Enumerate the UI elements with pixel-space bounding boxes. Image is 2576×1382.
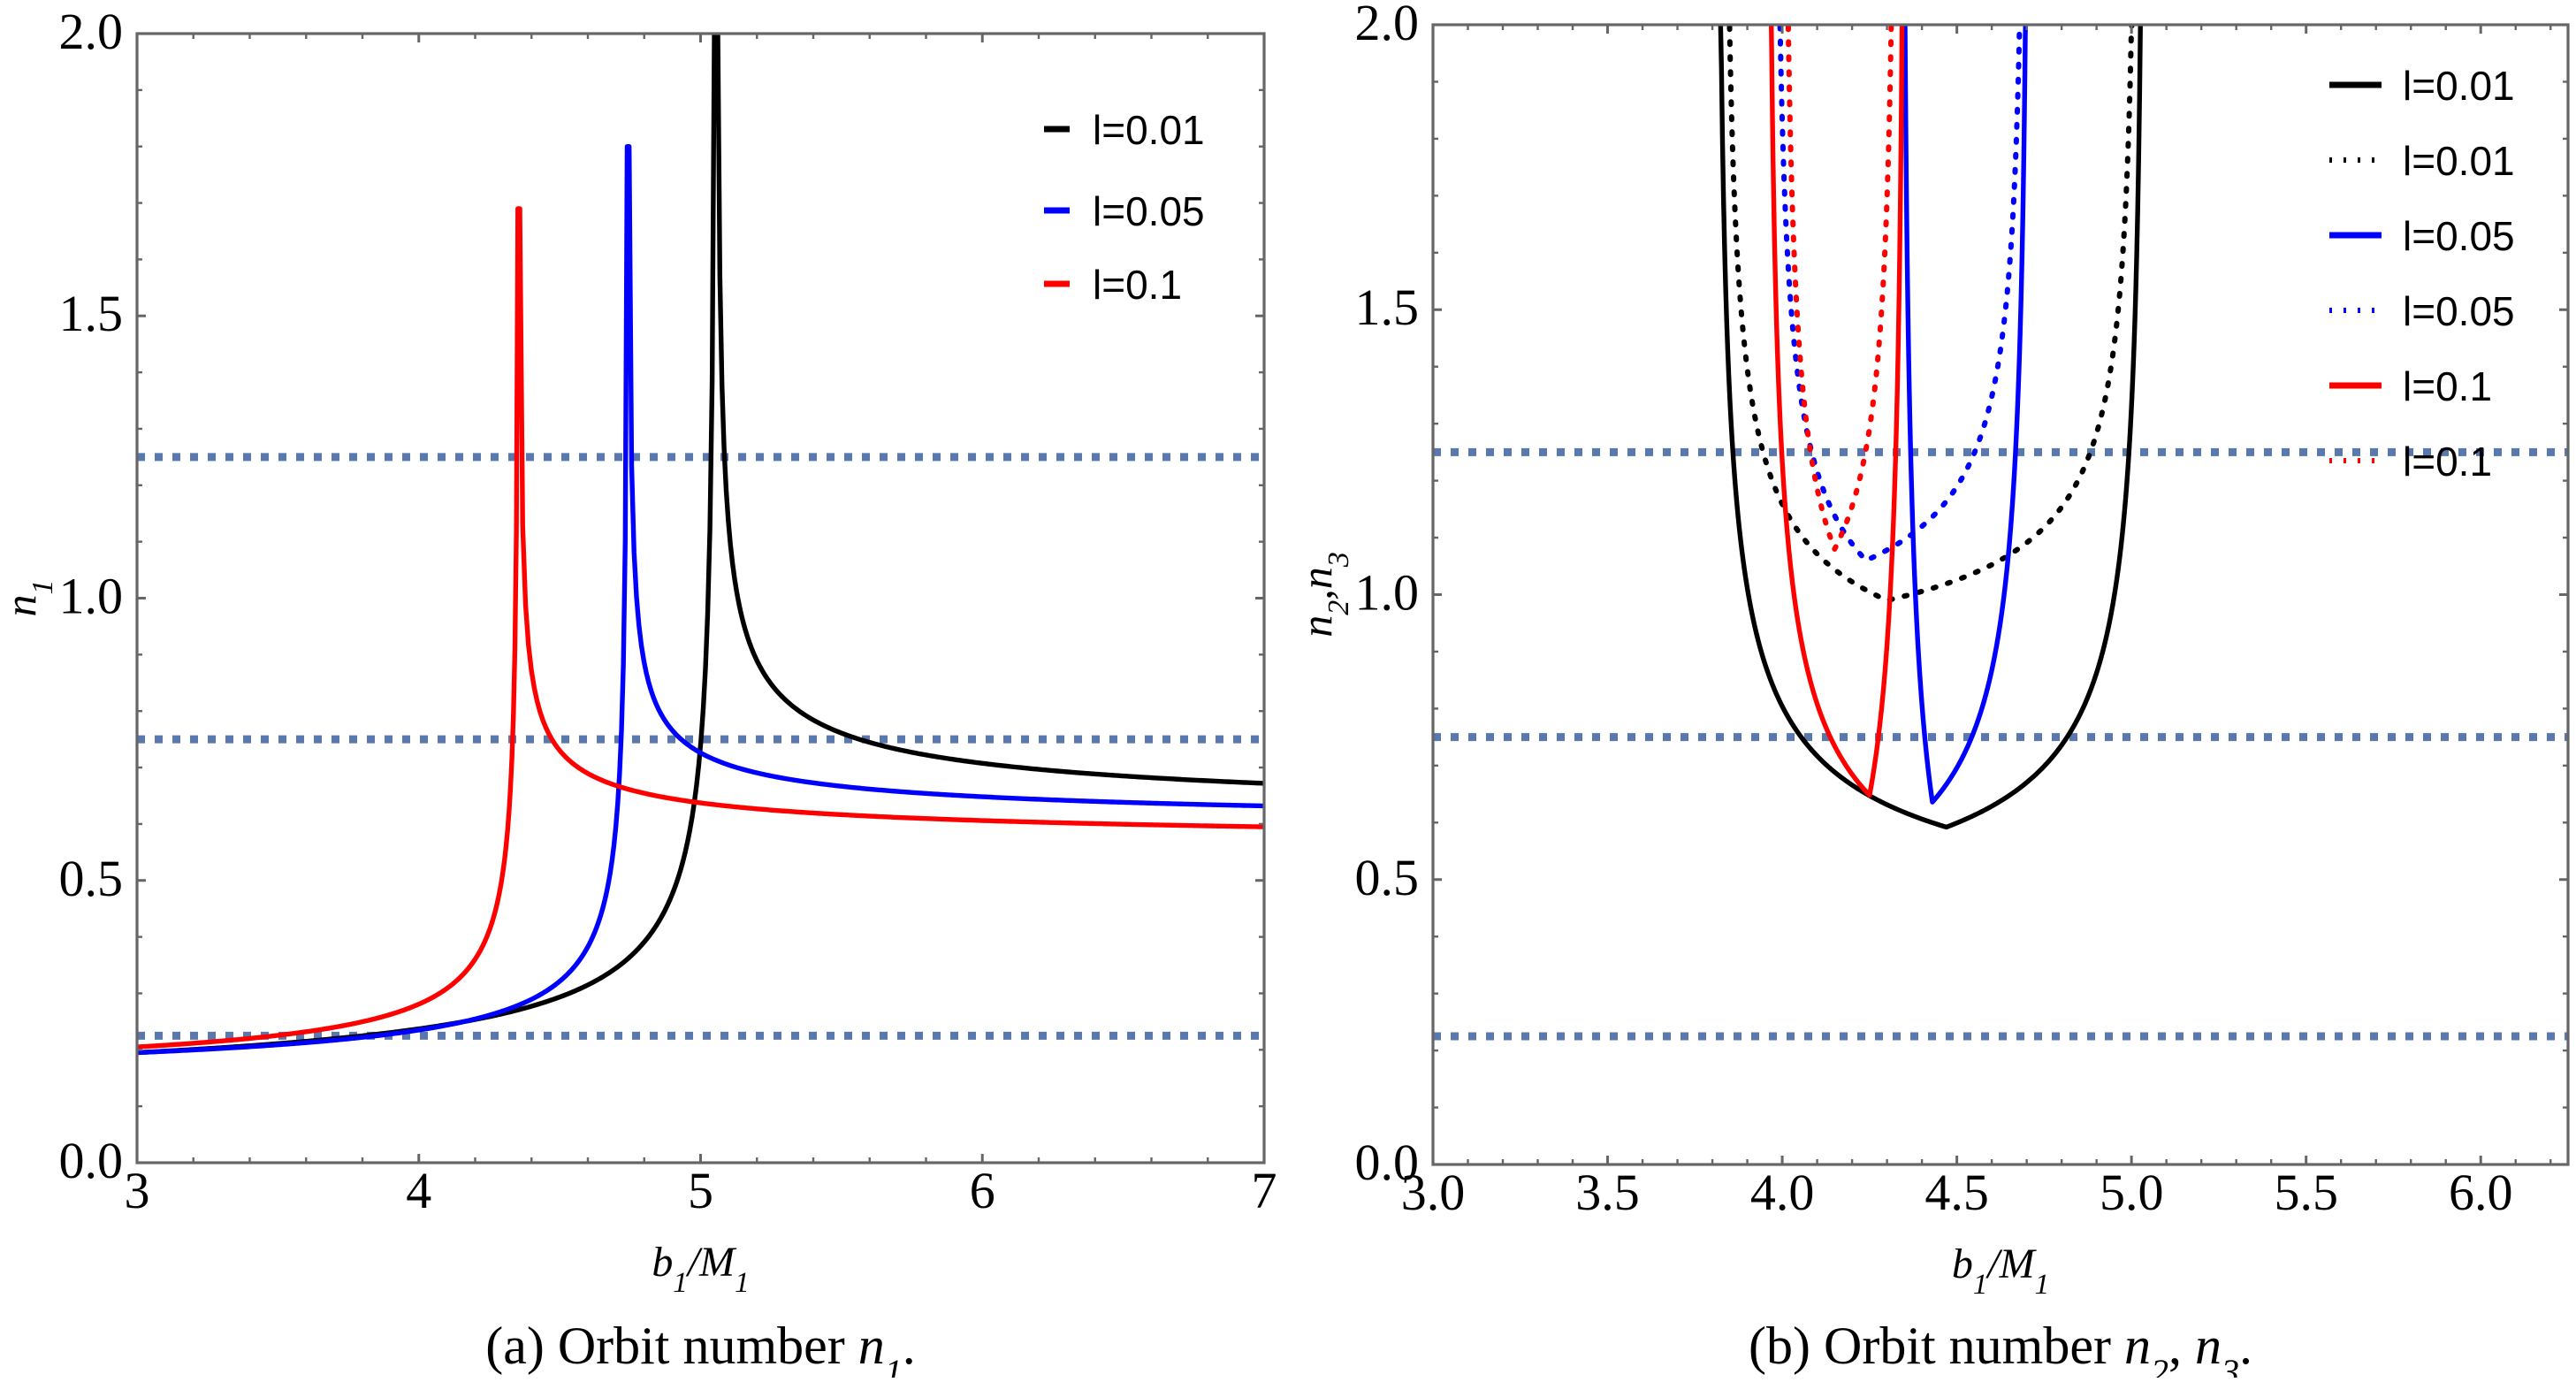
svg-text:l=0.05: l=0.05 [1093, 188, 1205, 234]
svg-text:2.0: 2.0 [59, 3, 124, 60]
svg-text:5.5: 5.5 [2274, 1164, 2338, 1221]
svg-text:(b) Orbit number n2, n3.: (b) Orbit number n2, n3. [1749, 1317, 2252, 1378]
svg-text:6.0: 6.0 [2449, 1164, 2513, 1221]
svg-text:(a) Orbit number n1.: (a) Orbit number n1. [485, 1317, 916, 1378]
svg-text:4.5: 4.5 [1924, 1164, 1989, 1221]
svg-text:6: 6 [970, 1162, 995, 1219]
svg-text:3.0: 3.0 [1401, 1164, 1466, 1221]
svg-text:0.5: 0.5 [1355, 849, 1420, 906]
svg-text:1.0: 1.0 [59, 568, 124, 625]
svg-text:l=0.01: l=0.01 [1093, 107, 1205, 153]
svg-text:1.0: 1.0 [1355, 564, 1420, 622]
svg-text:l=0.05: l=0.05 [2403, 213, 2515, 259]
svg-text:5.0: 5.0 [2100, 1164, 2164, 1221]
svg-text:l=0.1: l=0.1 [2403, 363, 2492, 409]
svg-text:l=0.05: l=0.05 [2403, 288, 2515, 334]
svg-text:2.0: 2.0 [1355, 0, 1420, 51]
svg-text:7: 7 [1252, 1162, 1277, 1219]
svg-text:l=0.1: l=0.1 [1093, 262, 1182, 308]
svg-text:4.0: 4.0 [1750, 1164, 1815, 1221]
svg-text:0.5: 0.5 [59, 850, 124, 907]
svg-text:1.5: 1.5 [59, 285, 124, 342]
svg-text:5: 5 [688, 1162, 713, 1219]
svg-text:0.0: 0.0 [59, 1132, 124, 1189]
svg-text:3: 3 [125, 1162, 150, 1219]
svg-text:4: 4 [406, 1162, 431, 1219]
svg-text:1.5: 1.5 [1355, 279, 1420, 336]
svg-text:l=0.1: l=0.1 [2403, 439, 2492, 485]
svg-text:3.5: 3.5 [1575, 1164, 1640, 1221]
svg-text:l=0.01: l=0.01 [2403, 138, 2515, 184]
svg-text:l=0.01: l=0.01 [2403, 63, 2515, 109]
